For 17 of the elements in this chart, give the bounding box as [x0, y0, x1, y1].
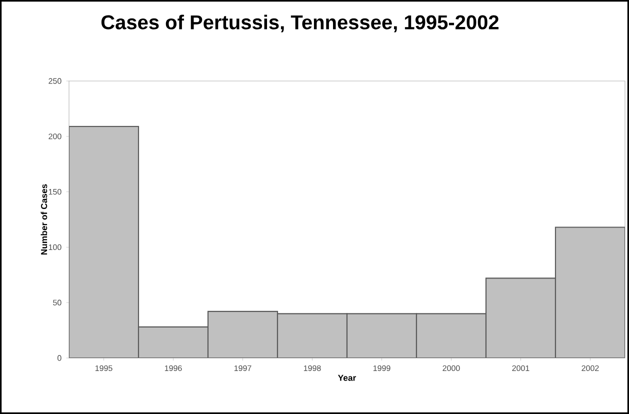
chart-title: Cases of Pertussis, Tennessee, 1995-2002 [101, 14, 499, 32]
x-tick-label: 2002 [582, 365, 599, 372]
x-tick-label: 1998 [304, 365, 321, 372]
x-tick-label: 1999 [373, 365, 390, 372]
x-tick-label: 2000 [442, 365, 460, 372]
x-tick-label: 1997 [234, 365, 252, 372]
y-tick-label: 200 [48, 134, 62, 140]
x-tick-label: 1995 [95, 365, 112, 372]
y-tick-label: 0 [57, 355, 62, 361]
y-tick-label: 100 [48, 244, 62, 250]
y-axis-title: Number of Cases [40, 184, 48, 255]
x-axis-title: Year [338, 374, 356, 381]
y-tick-label: 50 [53, 300, 62, 306]
x-tick-label: 2001 [512, 365, 530, 372]
x-tick-label: 1996 [164, 365, 182, 372]
y-tick-label: 150 [48, 188, 62, 195]
y-tick-label: 250 [48, 78, 62, 84]
